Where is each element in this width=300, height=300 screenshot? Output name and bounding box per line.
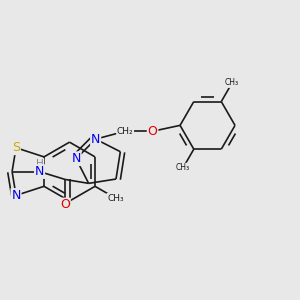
Text: O: O xyxy=(60,199,70,212)
Text: N: N xyxy=(35,165,44,178)
Text: CH₂: CH₂ xyxy=(117,127,134,136)
Text: N: N xyxy=(71,152,81,165)
Text: H: H xyxy=(36,159,43,169)
Text: CH₃: CH₃ xyxy=(225,78,239,87)
Text: CH₃: CH₃ xyxy=(107,194,124,202)
Text: O: O xyxy=(148,125,158,138)
Text: N: N xyxy=(11,189,21,202)
Text: N: N xyxy=(91,133,100,146)
Text: S: S xyxy=(12,141,20,154)
Text: CH₃: CH₃ xyxy=(176,164,190,172)
